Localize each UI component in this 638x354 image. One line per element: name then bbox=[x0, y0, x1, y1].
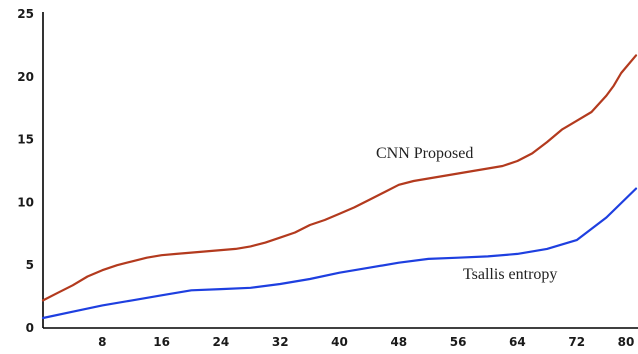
y-tick-label: 15 bbox=[17, 133, 34, 147]
tick-labels: 0 5 10 15 20 25 8 16 24 32 40 48 56 64 72 80 bbox=[17, 7, 634, 349]
x-tick-label: 64 bbox=[509, 335, 526, 349]
x-tick-label: 48 bbox=[390, 335, 407, 349]
x-tick-label: 72 bbox=[568, 335, 585, 349]
y-tick-label: 0 bbox=[26, 321, 34, 335]
x-tick-label: 24 bbox=[213, 335, 230, 349]
series-label-tsallis-entropy: Tsallis entropy bbox=[463, 266, 557, 283]
series-line-tsallis-entropy bbox=[41, 187, 638, 320]
chart-axes bbox=[42, 12, 638, 329]
y-tick-label: 5 bbox=[26, 258, 34, 272]
x-tick-label: 32 bbox=[272, 335, 289, 349]
series-label-cnn-proposed: CNN Proposed bbox=[376, 145, 473, 162]
x-tick-label: 16 bbox=[153, 335, 170, 349]
x-tick-label: 40 bbox=[331, 335, 348, 349]
x-tick-label: 8 bbox=[98, 335, 106, 349]
y-tick-label: 25 bbox=[17, 7, 34, 21]
series-line-cnn-proposed bbox=[41, 54, 638, 302]
y-tick-label: 20 bbox=[17, 70, 34, 84]
x-tick-label: 80 bbox=[618, 335, 635, 349]
series-lines bbox=[41, 54, 638, 320]
x-tick-label: 56 bbox=[450, 335, 467, 349]
y-tick-label: 10 bbox=[17, 195, 34, 209]
